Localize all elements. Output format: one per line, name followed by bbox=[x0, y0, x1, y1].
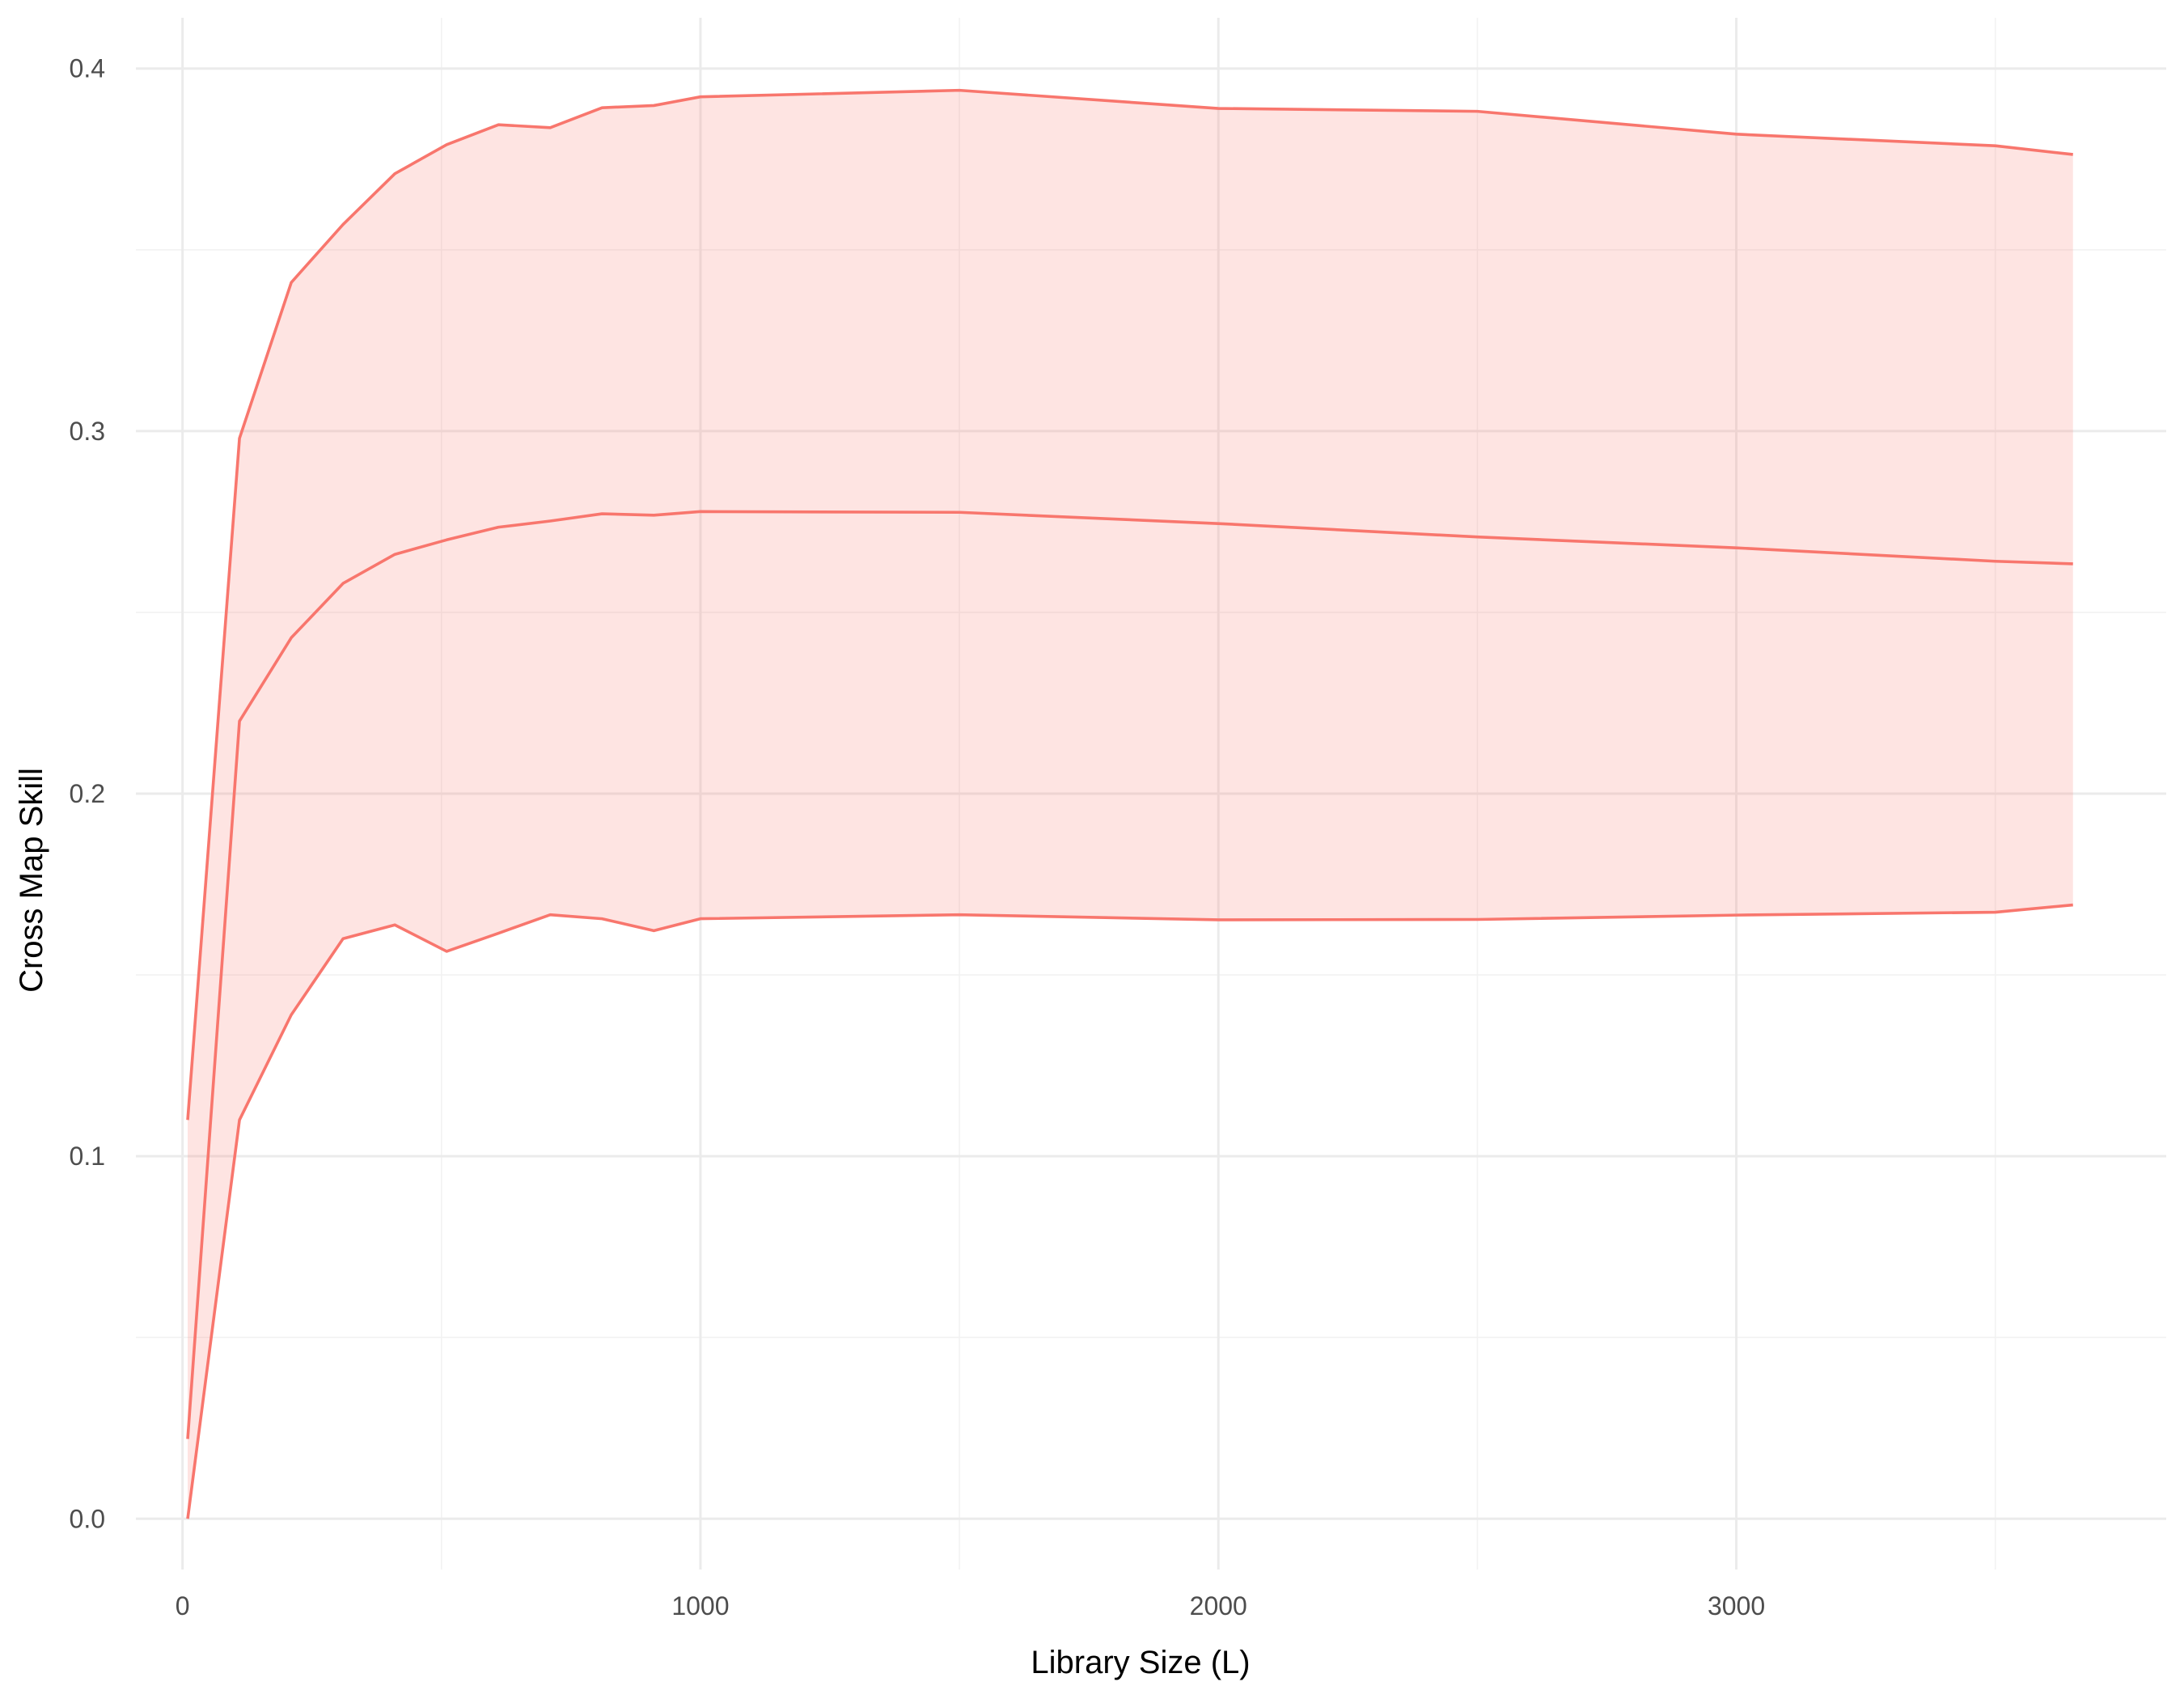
ribbon-layer bbox=[188, 90, 2073, 1519]
y-tick-label: 0.1 bbox=[70, 1142, 105, 1171]
x-tick-label: 0 bbox=[176, 1591, 190, 1620]
x-tick-label: 3000 bbox=[1708, 1591, 1765, 1620]
y-tick-label: 0.0 bbox=[70, 1504, 105, 1533]
y-tick-label: 0.4 bbox=[70, 54, 105, 83]
x-axis-title: Library Size (L) bbox=[1031, 1645, 1250, 1680]
y-tick-label: 0.3 bbox=[70, 417, 105, 446]
mean-line bbox=[186, 510, 2073, 1439]
confidence-ribbon bbox=[188, 90, 2073, 1519]
lower-bound-line bbox=[186, 903, 2073, 1519]
series-lines bbox=[186, 88, 2073, 1519]
x-tick-label: 1000 bbox=[671, 1591, 729, 1620]
upper-bound-line bbox=[186, 88, 2073, 1121]
y-tick-labels: 0.0 0.1 0.2 0.3 0.4 bbox=[70, 54, 105, 1534]
y-axis-title: Cross Map Skill bbox=[14, 768, 49, 993]
x-tick-labels: 0 1000 2000 3000 bbox=[176, 1591, 1765, 1620]
y-tick-label: 0.2 bbox=[70, 779, 105, 808]
x-tick-label: 2000 bbox=[1190, 1591, 1247, 1620]
major-gridlines bbox=[136, 18, 2166, 1570]
